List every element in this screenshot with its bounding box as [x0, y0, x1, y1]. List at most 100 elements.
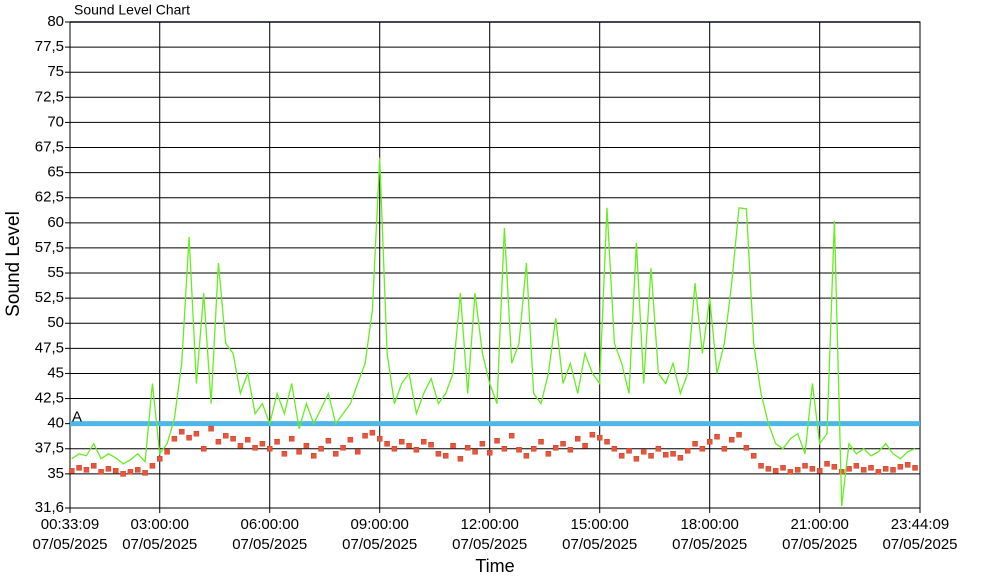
data-point [662, 452, 669, 458]
data-point [413, 447, 420, 453]
data-point [714, 433, 720, 440]
data-point [435, 451, 442, 457]
data-point [98, 469, 104, 475]
data-point [494, 437, 500, 444]
data-point [743, 445, 750, 451]
data-point [354, 449, 361, 455]
data-point [134, 467, 141, 473]
y-tick-label: 67,5 [35, 138, 64, 155]
data-point [648, 453, 654, 459]
data-point [882, 466, 889, 472]
data-point [310, 453, 317, 459]
data-point [846, 466, 852, 472]
data-point [508, 432, 515, 439]
data-point [149, 463, 156, 469]
data-point [252, 445, 258, 451]
data-point [164, 449, 170, 455]
data-point [237, 442, 244, 449]
x-tick-date: 07/05/2025 [232, 536, 307, 553]
data-point [640, 449, 647, 455]
data-point [486, 450, 493, 456]
x-tick-date: 07/05/2025 [882, 536, 957, 553]
data-point [325, 437, 332, 444]
data-point [596, 434, 603, 441]
data-point [120, 471, 126, 477]
data-point [655, 446, 662, 452]
data-point [318, 446, 324, 452]
x-tick-label: 12:00:00 [461, 516, 519, 533]
data-point [420, 438, 427, 445]
y-tick-label: 35 [47, 465, 64, 482]
data-point [897, 464, 904, 470]
data-point [875, 469, 882, 475]
data-point [567, 447, 574, 453]
data-point [802, 463, 808, 469]
data-point [178, 428, 185, 435]
y-tick-label: 47,5 [35, 339, 64, 356]
data-point [501, 446, 508, 452]
x-tick-date: 07/05/2025 [342, 536, 417, 553]
data-point [912, 465, 918, 471]
data-point [472, 449, 478, 455]
y-tick-label: 50 [47, 314, 64, 331]
data-point [450, 442, 456, 449]
data-point [171, 435, 178, 442]
data-point [699, 446, 706, 452]
y-tick-label: 31,6 [35, 499, 64, 516]
data-point [464, 445, 471, 451]
data-point [684, 448, 691, 454]
data-point [362, 432, 368, 439]
data-point [369, 429, 376, 436]
y-tick-label: 65 [47, 164, 64, 181]
data-point [442, 453, 449, 459]
data-point [618, 453, 625, 459]
data-point [296, 449, 302, 455]
y-tick-label: 57,5 [35, 239, 64, 256]
data-point [376, 435, 383, 442]
data-point [332, 451, 339, 457]
y-tick-label: 60 [47, 214, 64, 231]
y-tick-label: 40 [47, 415, 64, 432]
y-tick-label: 77,5 [35, 38, 64, 55]
data-point [545, 451, 552, 457]
x-tick-date: 07/05/2025 [672, 536, 747, 553]
data-point [215, 438, 222, 445]
data-point [105, 466, 112, 472]
data-point [626, 448, 632, 454]
data-point [391, 446, 398, 452]
data-point [582, 442, 588, 449]
data-point [274, 438, 280, 445]
data-point [824, 461, 830, 467]
data-point [560, 440, 566, 447]
data-point [90, 463, 97, 469]
data-point [288, 435, 295, 442]
x-tick-label: 23:44:09 [891, 516, 949, 533]
data-point [398, 438, 405, 445]
data-point [750, 453, 757, 459]
data-point [838, 469, 845, 475]
data-point [890, 467, 896, 473]
y-tick-label: 52,5 [35, 289, 64, 306]
y-axis-title: Sound Level [3, 211, 24, 317]
y-tick-label: 55 [47, 264, 64, 281]
plot-border [69, 21, 921, 509]
data-point [76, 465, 82, 471]
x-tick-date: 07/05/2025 [32, 536, 107, 553]
data-point [479, 440, 486, 447]
data-point [457, 456, 464, 462]
data-point [706, 438, 713, 445]
data-point [633, 456, 640, 462]
x-tick-label: 18:00:00 [681, 516, 739, 533]
y-tick-label: 42,5 [35, 390, 64, 407]
y-tick-label: 45 [47, 364, 64, 381]
data-point [127, 469, 134, 475]
y-tick-label: 80 [47, 13, 64, 30]
data-point [222, 432, 229, 439]
x-tick-date: 07/05/2025 [452, 536, 527, 553]
data-point [670, 451, 676, 457]
x-axis-title: Time [475, 556, 514, 576]
data-point [186, 434, 192, 441]
data-point [530, 446, 537, 452]
x-tick-label: 09:00:00 [351, 516, 409, 533]
